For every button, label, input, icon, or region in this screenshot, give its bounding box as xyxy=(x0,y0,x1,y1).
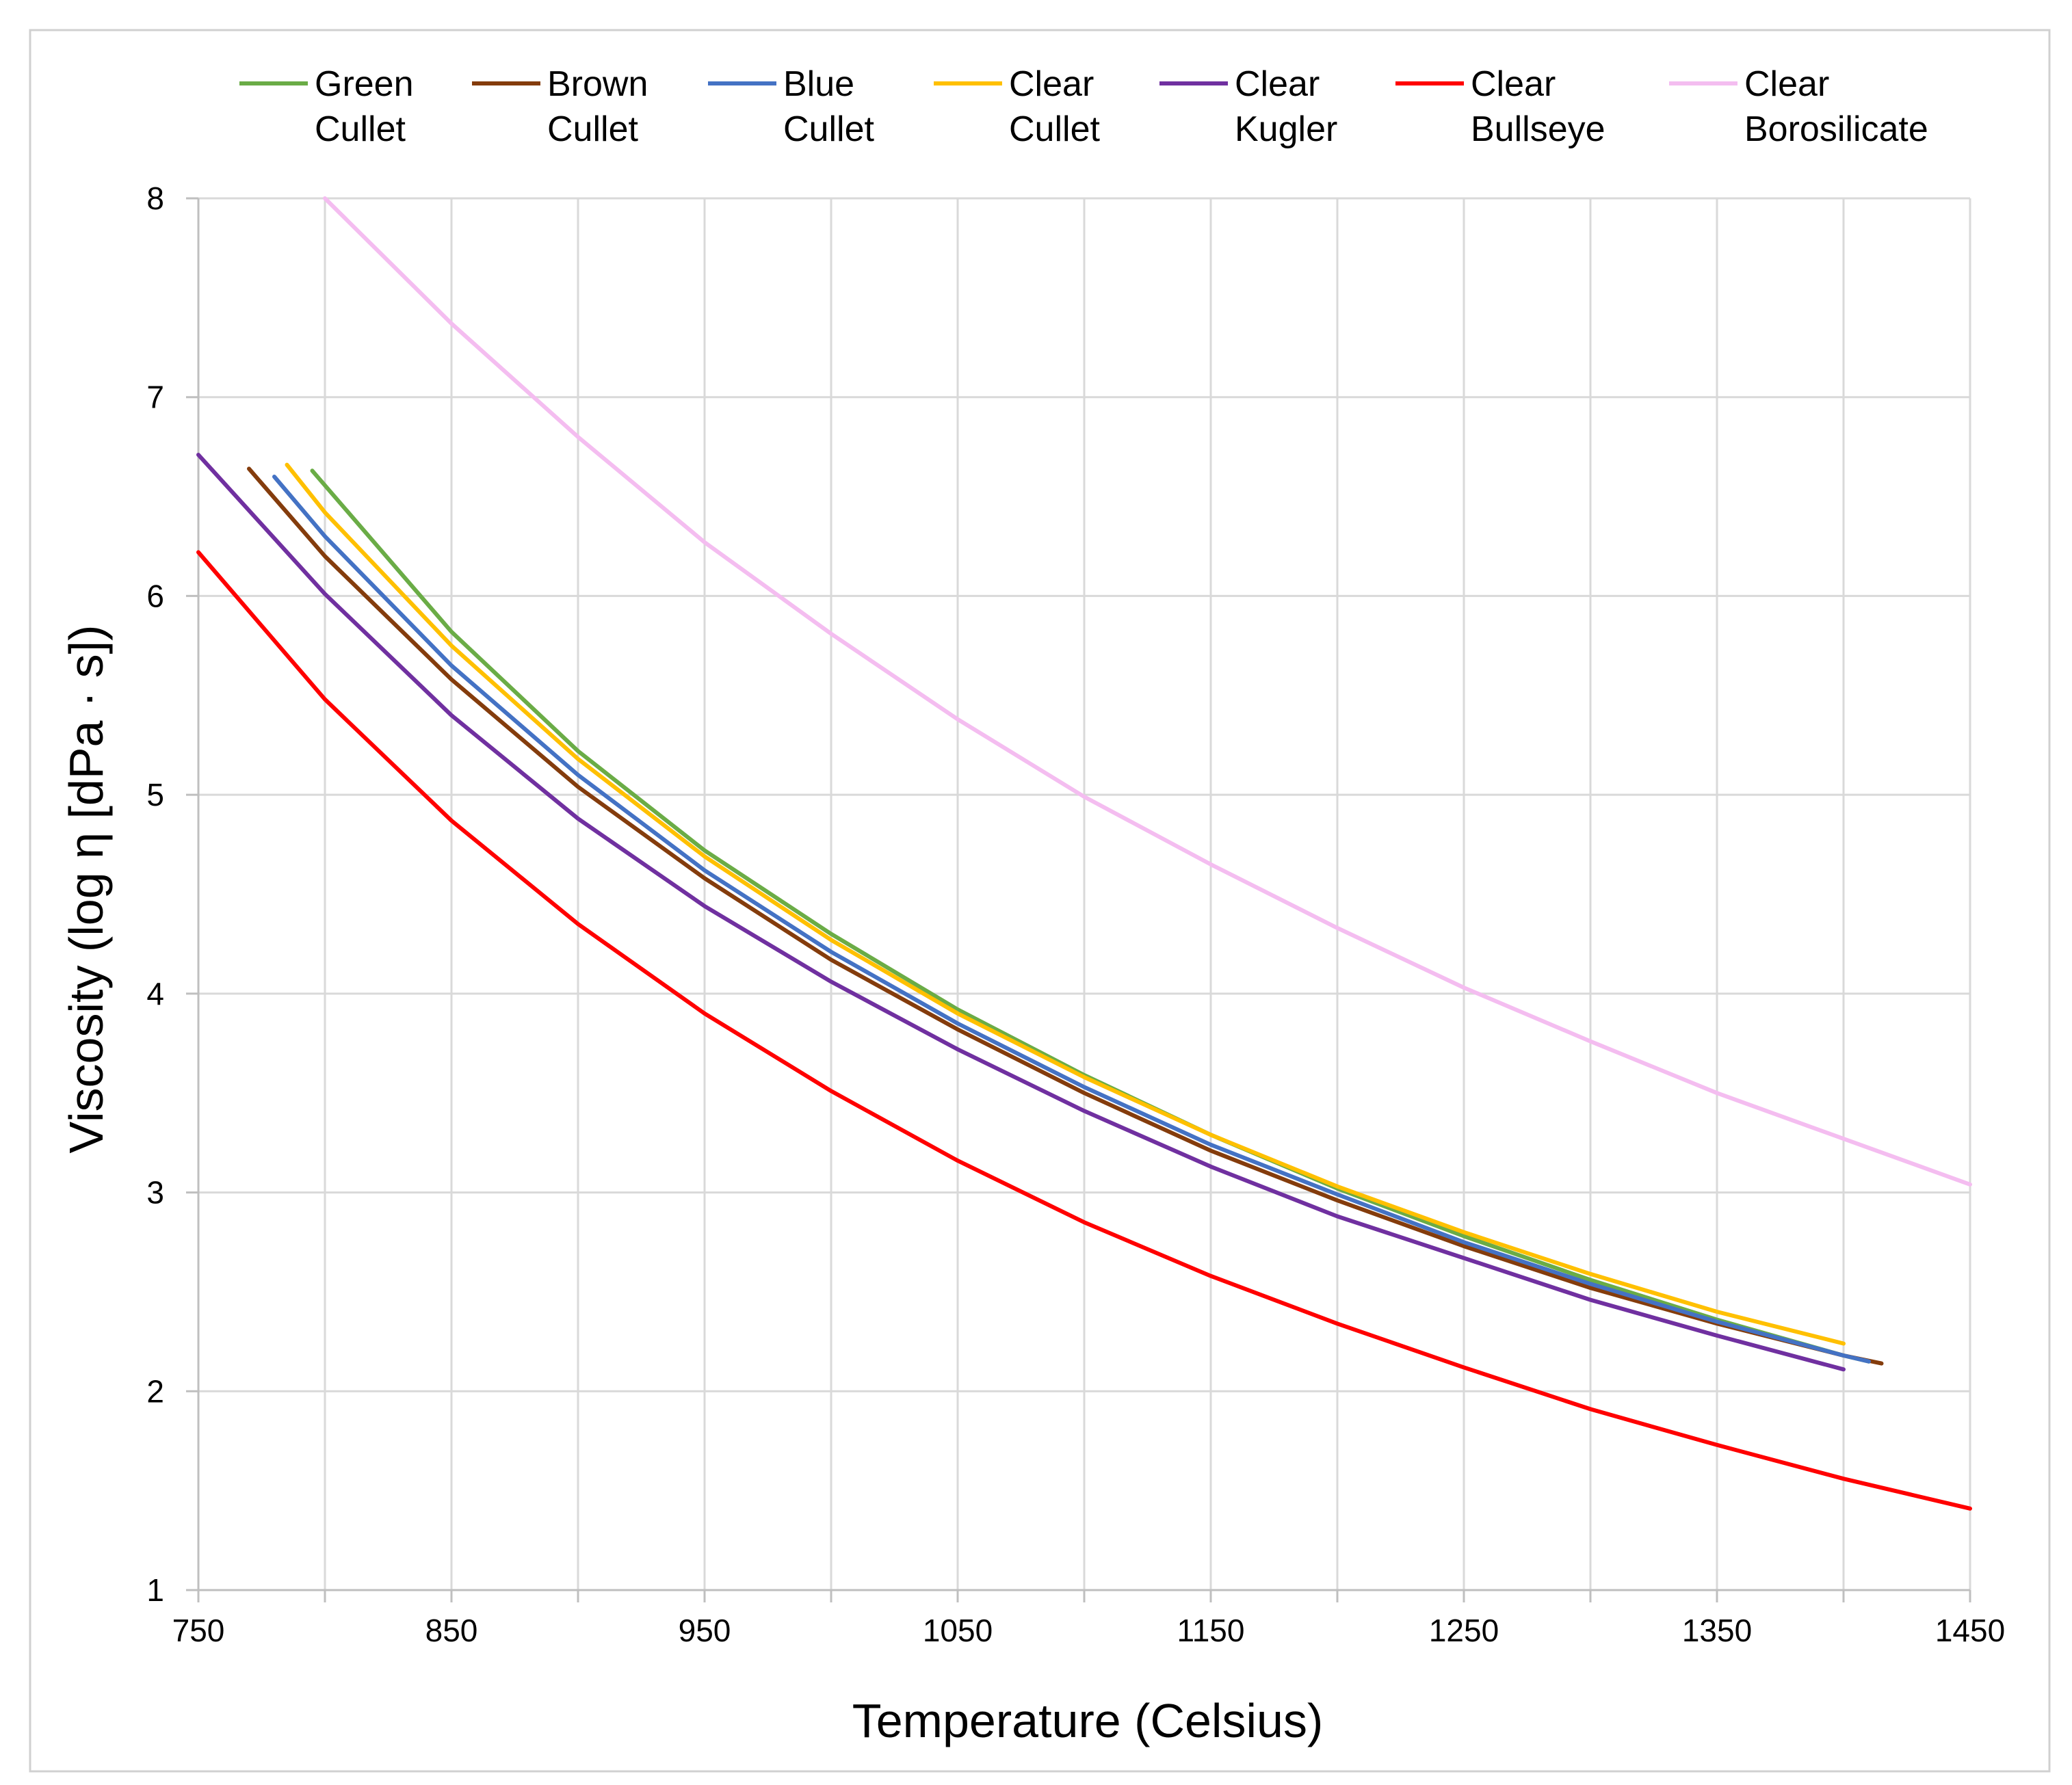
legend-item-blue-cullet: Blue Cullet xyxy=(708,64,874,149)
x-tick-label: 1150 xyxy=(1177,1613,1245,1648)
y-tick-label: 6 xyxy=(146,578,164,613)
x-tick-label: 950 xyxy=(679,1613,731,1648)
legend-label: Clear xyxy=(1471,64,1556,104)
y-tick-label: 4 xyxy=(146,976,164,1012)
y-tick-label: 2 xyxy=(146,1373,164,1409)
x-axis-title: Temperature (Celsius) xyxy=(852,1694,1324,1747)
y-tick-label: 3 xyxy=(146,1175,164,1211)
series-line-clear-cullet xyxy=(285,462,1846,1346)
legend: Green Cullet Brown Cullet Blue Cullet Clear Cul… xyxy=(239,64,1928,149)
legend-label: Green xyxy=(315,64,414,104)
y-tick-label: 5 xyxy=(146,777,164,812)
legend-label: Bullseye xyxy=(1471,109,1605,149)
x-tick-label: 850 xyxy=(425,1613,478,1648)
legend-label: Kugler xyxy=(1235,109,1337,149)
x-tick-label: 1250 xyxy=(1429,1613,1499,1648)
legend-label: Borosilicate xyxy=(1744,109,1928,149)
series-line-clear-borosilicate xyxy=(323,196,1972,1187)
series-line-clear-bullseye xyxy=(196,550,1972,1511)
legend-item-green-cullet: Green Cullet xyxy=(239,64,414,149)
legend-label: Clear xyxy=(1235,64,1320,104)
x-tick-label: 1050 xyxy=(923,1613,993,1648)
y-tick-label: 1 xyxy=(146,1572,164,1608)
legend-label: Cullet xyxy=(315,109,406,149)
legend-item-clear-borosilicate: Clear Borosilicate xyxy=(1669,64,1928,149)
legend-label: Clear xyxy=(1009,64,1094,104)
legend-label: Brown xyxy=(547,64,648,104)
x-tick-label: 750 xyxy=(172,1613,225,1648)
series-line-brown-cullet xyxy=(247,466,1884,1366)
y-tick-label: 7 xyxy=(146,380,164,415)
tick-labels: 750 850 950 1050 1150 1250 1350 1450 1 2 3 4 5 6 7 8 xyxy=(146,181,2005,1648)
y-tick-label: 8 xyxy=(146,181,164,216)
legend-label: Cullet xyxy=(547,109,638,149)
legend-label: Cullet xyxy=(1009,109,1100,149)
figure-border xyxy=(29,29,2051,1773)
legend-item-brown-cullet: Brown Cullet xyxy=(472,64,648,149)
series-lines xyxy=(196,196,1972,1511)
legend-label: Blue xyxy=(783,64,854,104)
legend-item-clear-kugler: Clear Kugler xyxy=(1159,64,1337,149)
axes xyxy=(186,197,1971,1602)
x-tick-label: 1450 xyxy=(1935,1613,2005,1648)
legend-label: Clear xyxy=(1744,64,1829,104)
x-tick-label: 1350 xyxy=(1682,1613,1752,1648)
legend-item-clear-bullseye: Clear Bullseye xyxy=(1395,64,1605,149)
legend-label: Cullet xyxy=(783,109,874,149)
series-line-blue-cullet xyxy=(272,475,1871,1364)
legend-item-clear-cullet: Clear Cullet xyxy=(934,64,1100,149)
y-axis-title: Viscosity (log η [dPa · s]) xyxy=(60,625,113,1154)
series-line-clear-kugler xyxy=(196,453,1846,1372)
